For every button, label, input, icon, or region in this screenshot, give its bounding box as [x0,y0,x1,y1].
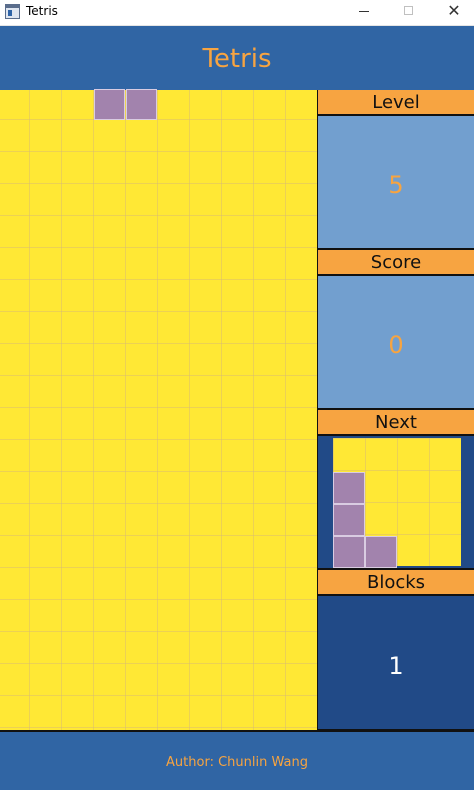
blocks-value: 1 [388,652,404,680]
score-value: 0 [388,331,404,359]
game-title: Tetris [202,44,272,74]
score-panel: 0 [318,276,474,408]
window-title: Tetris [26,4,58,18]
next-label: Next [318,410,474,434]
next-piece-block [333,504,365,536]
close-button[interactable]: ✕ [431,0,474,22]
game-header: Tetris [0,26,474,90]
footer: Author: Chunlin Wang [0,730,474,790]
app-window-icon [5,4,20,19]
author-credit: Author: Chunlin Wang [166,755,308,770]
blocks-panel: 1 [318,596,474,729]
minimize-icon [359,11,369,12]
active-piece-block [94,89,125,120]
level-label: Level [318,90,474,114]
active-piece-block [126,89,157,120]
window-titlebar: Tetris ✕ [0,0,474,26]
next-piece-preview [333,438,461,568]
close-icon: ✕ [447,1,461,20]
next-piece-block [333,472,365,504]
maximize-icon [404,6,413,15]
side-panel: Level 5 Score 0 Next Blocks 1 [317,90,474,730]
score-label: Score [318,250,474,274]
next-piece-block [333,536,365,568]
level-value: 5 [388,171,404,199]
game-board[interactable] [0,89,317,730]
maximize-button[interactable] [386,0,432,22]
next-panel [318,436,474,568]
blocks-label: Blocks [318,570,474,594]
next-piece-block [365,536,397,568]
level-panel: 5 [318,116,474,248]
minimize-button[interactable] [341,0,387,22]
